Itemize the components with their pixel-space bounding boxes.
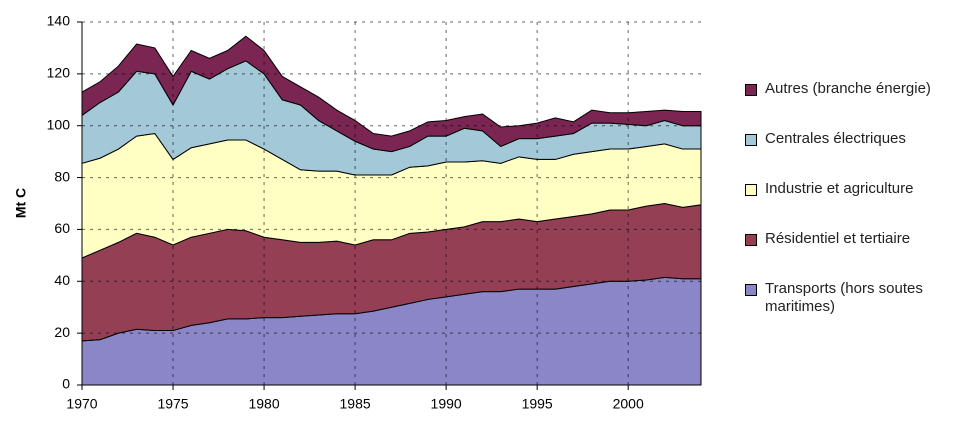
y-tick-label: 80 xyxy=(54,168,70,184)
legend-label: Autres (branche énergie) xyxy=(765,80,931,97)
legend-swatch xyxy=(745,84,757,96)
x-tick-label: 1985 xyxy=(340,396,371,412)
legend-label: Industrie et agriculture xyxy=(765,180,914,197)
legend-item: Industrie et agriculture xyxy=(745,180,960,198)
y-tick-label: 40 xyxy=(54,272,70,288)
legend-label: Centrales électriques xyxy=(765,130,906,147)
x-tick-label: 1980 xyxy=(248,396,279,412)
y-tick-label: 140 xyxy=(47,13,71,29)
y-tick-label: 100 xyxy=(47,116,71,132)
x-tick-label: 1990 xyxy=(431,396,462,412)
x-tick-label: 1975 xyxy=(157,396,188,412)
legend-swatch xyxy=(745,134,757,146)
legend-item: Centrales électriques xyxy=(745,130,960,148)
legend-item: Transports (hors soutes maritimes) xyxy=(745,280,960,316)
y-tick-label: 60 xyxy=(54,220,70,236)
legend-swatch xyxy=(745,284,757,296)
legend-label: Résidentiel et tertiaire xyxy=(765,230,911,247)
legend-item: Autres (branche énergie) xyxy=(745,80,960,98)
legend-item: Résidentiel et tertiaire xyxy=(745,230,960,248)
x-tick-label: 1970 xyxy=(66,396,97,412)
y-tick-label: 120 xyxy=(47,65,71,81)
x-tick-label: 1995 xyxy=(522,396,553,412)
legend-label: Transports (hors soutes maritimes) xyxy=(765,280,923,315)
legend: Autres (branche énergie) Centrales électr… xyxy=(745,80,960,348)
y-tick-label: 20 xyxy=(54,324,70,340)
y-tick-label: 0 xyxy=(62,376,70,392)
x-tick-label: 2000 xyxy=(613,396,644,412)
y-axis-label: Mt C xyxy=(13,188,29,218)
legend-swatch xyxy=(745,234,757,246)
legend-swatch xyxy=(745,184,757,196)
